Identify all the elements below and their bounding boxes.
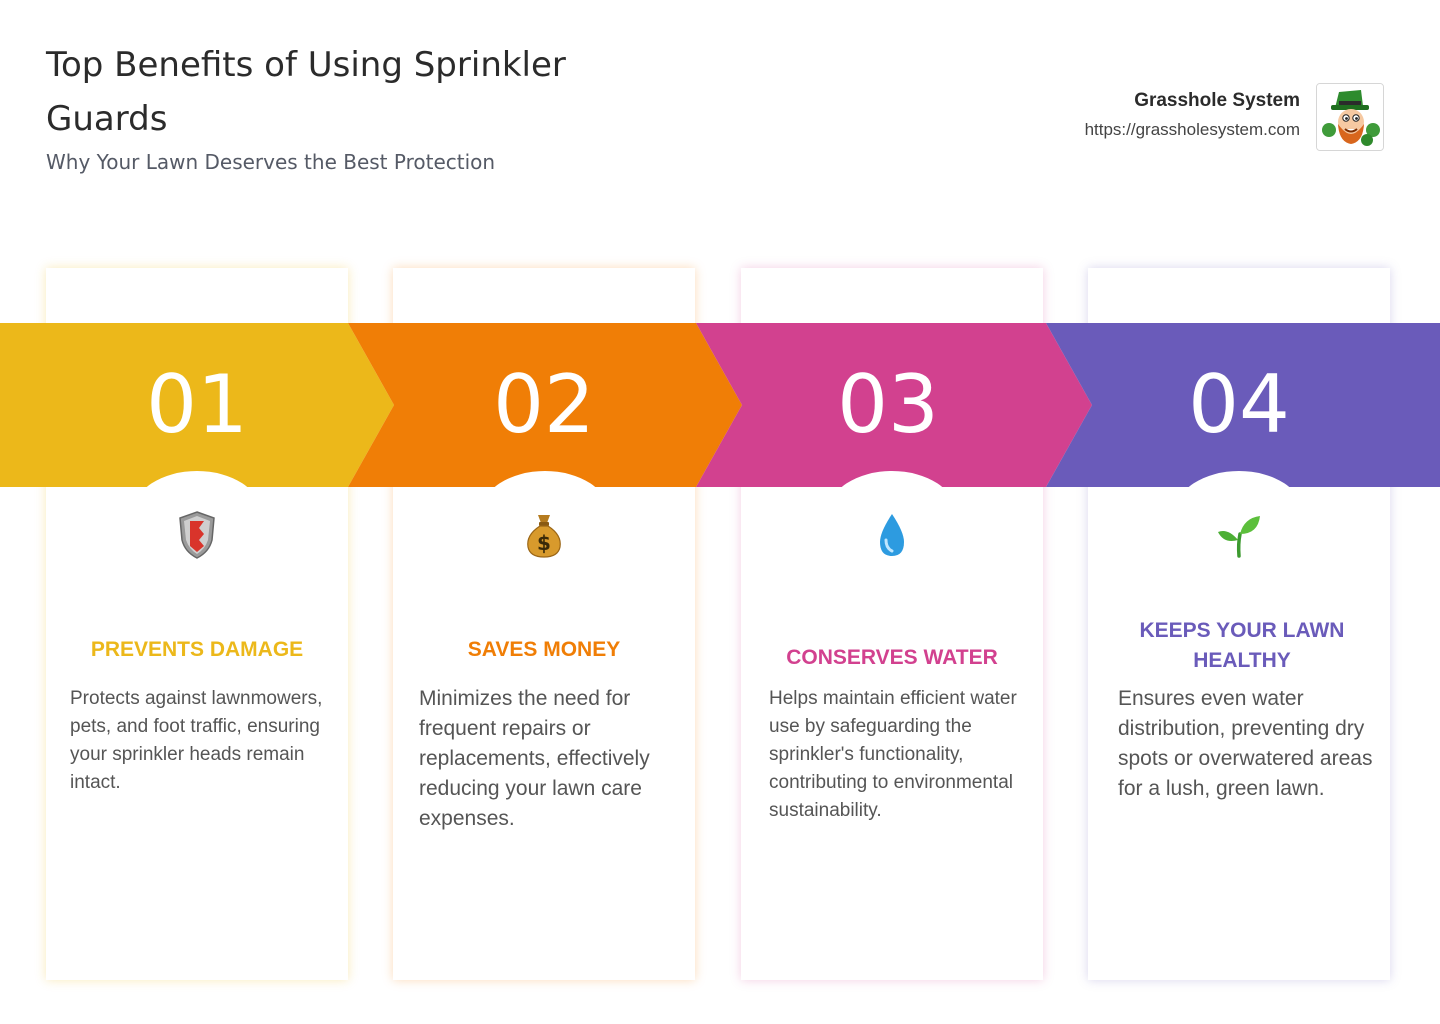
water-drop-icon xyxy=(741,500,1043,570)
benefit-description-3: Helps maintain efficient water use by sa… xyxy=(769,688,1017,821)
benefit-number-2: 02 xyxy=(493,358,595,451)
benefit-heading-1: PREVENTS DAMAGE xyxy=(90,638,304,661)
chevron-band xyxy=(0,323,1440,487)
chevron-segment-2 xyxy=(348,323,742,487)
page-title: Top Benefits of Using Sprinkler Guards xyxy=(46,45,566,139)
svg-text:$: $ xyxy=(537,531,551,555)
page-subtitle: Why Your Lawn Deserves the Best Protecti… xyxy=(46,150,496,174)
benefit-number-1: 01 xyxy=(146,358,248,451)
seedling-icon xyxy=(1088,500,1390,570)
brand-block: Grasshole System https://grassholesystem… xyxy=(1085,90,1300,140)
benefit-description-2: Minimizes the need for frequent repairs … xyxy=(419,687,650,830)
chevron-segment-1 xyxy=(0,323,394,487)
chevron-segment-3 xyxy=(696,323,1092,487)
brand-name: Grasshole System xyxy=(1134,90,1300,111)
brand-url[interactable]: https://grassholesystem.com xyxy=(1084,120,1300,139)
leprechaun-mascot-icon xyxy=(1316,83,1384,151)
benefit-description-1: Protects against lawnmowers, pets, and f… xyxy=(70,688,323,793)
benefit-number-3: 03 xyxy=(837,358,939,451)
money-bag-icon: $ xyxy=(393,500,695,570)
chevron-segment-4 xyxy=(1046,323,1440,487)
benefit-heading-3: CONSERVES WATER xyxy=(786,646,998,669)
shield-icon xyxy=(46,500,348,570)
benefit-number-4: 04 xyxy=(1188,358,1290,451)
benefit-heading-4: KEEPS YOUR LAWN HEALTHY xyxy=(1139,619,1345,672)
benefit-description-4: Ensures even water distribution, prevent… xyxy=(1118,687,1373,800)
benefit-heading-2: SAVES MONEY xyxy=(467,638,621,661)
